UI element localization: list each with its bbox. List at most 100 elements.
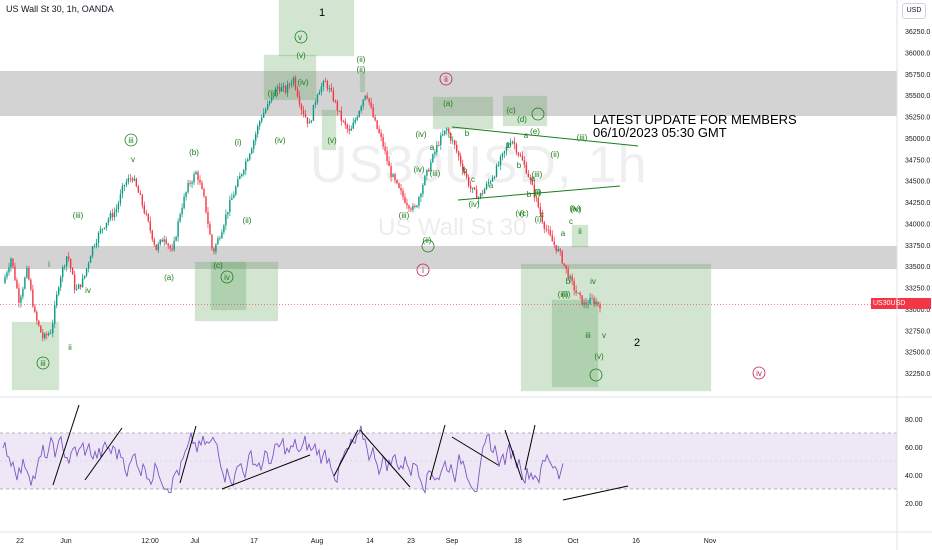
candle-body xyxy=(529,177,532,180)
candle-body xyxy=(20,296,22,303)
candle-body xyxy=(229,199,231,213)
wave-label-green: (i) xyxy=(234,138,241,147)
candle-body xyxy=(292,77,295,84)
y-tick-label: 33000.0 xyxy=(905,307,930,314)
update-note: LATEST UPDATE FOR MEMBERS 06/10/2023 05:… xyxy=(593,113,797,139)
wave-label-green: (ii) xyxy=(243,216,252,225)
wave-label-green: (iii) xyxy=(558,290,569,299)
candle-body xyxy=(284,86,287,93)
watermark-name: US Wall St 30 xyxy=(378,214,527,241)
candle-body xyxy=(278,86,281,92)
candle-body xyxy=(40,325,42,333)
candle-body xyxy=(475,189,478,199)
candle-body xyxy=(24,277,26,289)
wave-circle xyxy=(124,133,138,147)
candle-body xyxy=(131,178,134,181)
candle-body xyxy=(384,146,386,151)
candle-body xyxy=(93,246,96,247)
candle-body xyxy=(456,144,458,152)
candle-body xyxy=(531,179,534,185)
candle-body xyxy=(219,238,221,239)
candle-body xyxy=(551,235,553,242)
candle-body xyxy=(342,120,344,122)
candle-body xyxy=(527,173,530,178)
candle-body xyxy=(245,161,247,171)
candle-body xyxy=(410,208,412,210)
wave-label-green: v xyxy=(602,331,606,340)
wave-label-green: iii xyxy=(40,359,46,368)
candle-body xyxy=(207,212,209,225)
wave-label-green: (iv) xyxy=(274,136,285,145)
candle-body xyxy=(328,88,331,89)
wave-label-green: (a) xyxy=(164,273,174,282)
candle-body xyxy=(541,213,543,223)
candle-body xyxy=(320,86,323,93)
candle-body xyxy=(304,114,307,118)
candle-body xyxy=(221,232,223,239)
candle-body xyxy=(83,275,86,279)
y-tick-label: 35000.0 xyxy=(905,136,930,143)
current-price-symbol: US30USD xyxy=(873,300,906,307)
candle-body xyxy=(217,238,219,245)
y-tick-label: 34000.0 xyxy=(905,221,930,228)
candle-body xyxy=(394,174,396,181)
wave-label-green: a xyxy=(561,229,566,238)
candle-body xyxy=(473,187,476,190)
y-tick-label: 32250.0 xyxy=(905,371,930,378)
candle-body xyxy=(334,100,337,102)
candle-body xyxy=(262,112,265,118)
chart-title: US Wall St 30, 1h, OANDA xyxy=(6,4,114,14)
wave-label-green: (v) xyxy=(515,209,525,218)
candle-body xyxy=(225,214,227,226)
y-tick-label: 35500.0 xyxy=(905,93,930,100)
candle-body xyxy=(89,256,92,263)
candle-body xyxy=(465,173,468,177)
wave-label-green: (i) xyxy=(534,215,541,224)
y-tick-label: 36000.0 xyxy=(905,50,930,57)
wave-label-green: (ii) xyxy=(551,150,560,159)
candle-body xyxy=(213,248,215,252)
wave-label-green: (iv) xyxy=(297,78,308,87)
candle-body xyxy=(440,135,442,145)
wave-label-green: (iv) xyxy=(468,200,479,209)
candle-body xyxy=(438,144,440,146)
wave-label-2: 2 xyxy=(634,337,640,349)
wave-circle xyxy=(36,356,50,370)
candle-body xyxy=(183,196,185,209)
candle-body xyxy=(231,197,233,200)
candle-body xyxy=(577,292,579,294)
wave-zone-box xyxy=(194,261,279,322)
currency-button[interactable]: USD xyxy=(902,3,926,19)
candle-body xyxy=(444,130,446,135)
rsi-trendline xyxy=(504,429,523,481)
wave-label-green: (iv) xyxy=(570,205,581,214)
candle-body xyxy=(513,141,516,145)
wave-label-green: (v) xyxy=(594,352,604,361)
candle-body xyxy=(30,279,32,290)
candle-body xyxy=(499,156,502,166)
candle-body xyxy=(597,302,599,305)
candle-body xyxy=(67,256,70,260)
candle-body xyxy=(253,140,255,149)
candle-body xyxy=(448,128,450,134)
candle-body xyxy=(181,208,183,215)
x-tick-label: 22 xyxy=(16,538,24,545)
candle-body xyxy=(63,266,66,267)
candle-body xyxy=(424,175,426,186)
candle-body xyxy=(129,178,132,180)
candle-body xyxy=(18,288,20,303)
candle-body xyxy=(189,182,191,184)
rsi-trendline xyxy=(524,424,536,471)
candle-body xyxy=(191,182,193,184)
candle-body xyxy=(203,189,205,197)
candle-body xyxy=(501,153,504,157)
candle-body xyxy=(54,305,56,324)
candle-body xyxy=(318,92,321,95)
candle-body xyxy=(547,229,549,231)
candle-body xyxy=(360,106,362,111)
candle-body xyxy=(575,290,577,293)
candle-body xyxy=(312,104,315,121)
candle-body xyxy=(338,110,341,112)
candle-body xyxy=(133,178,136,181)
